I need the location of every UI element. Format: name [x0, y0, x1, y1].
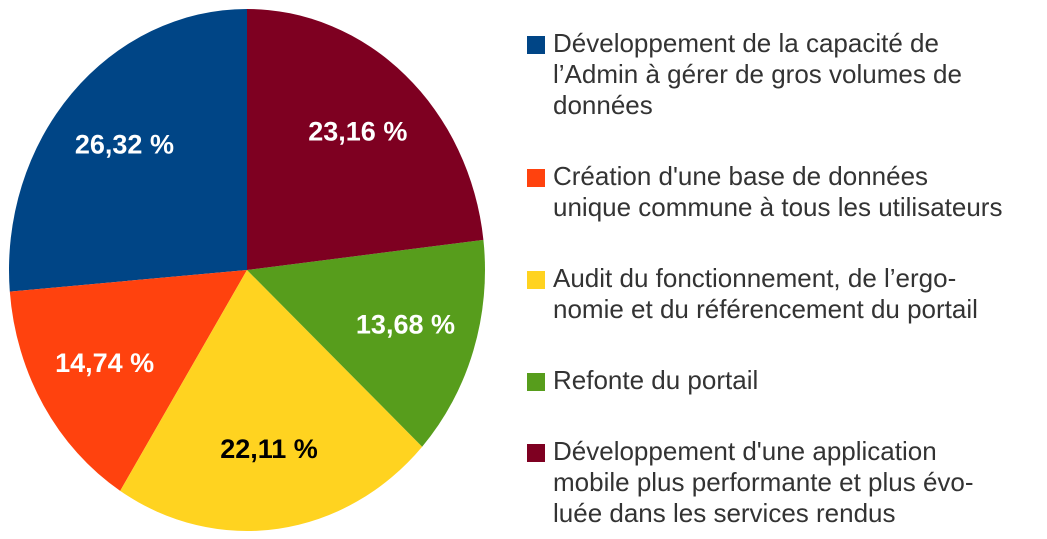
pie-slice: [9, 9, 247, 292]
legend-label: unique commune à tous les utilisateurs: [553, 192, 1002, 222]
legend-label: Création d'une base de données: [553, 161, 928, 191]
data-label: 26,32 %: [75, 129, 174, 159]
legend-label: l’Admin à gérer de gros volumes de: [553, 59, 962, 89]
pie-slice: [247, 9, 484, 270]
data-label: 13,68 %: [356, 310, 455, 340]
legend-swatch: [527, 36, 545, 54]
legend-swatch: [527, 444, 545, 462]
legend-label: luée dans les services rendus: [553, 498, 896, 528]
pie-slice: [247, 239, 485, 447]
pie-slice: [120, 270, 423, 531]
legend-swatch: [527, 271, 545, 289]
legend-label: Développement de la capacité de: [553, 28, 939, 58]
data-label: 23,16 %: [308, 117, 407, 147]
legend-label: données: [553, 90, 653, 120]
data-label: 14,74 %: [55, 348, 154, 378]
legend-label: mobile plus performante et plus évo-: [553, 467, 974, 497]
legend-label: Audit du fonctionnement, de l’ergo-: [553, 263, 956, 293]
legend-swatch: [527, 373, 545, 391]
legend-label: nomie et du référencement du portail: [553, 294, 978, 324]
data-label: 22,11 %: [220, 434, 318, 464]
legend-label: Refonte du portail: [553, 365, 758, 395]
legend-swatch: [527, 169, 545, 187]
legend-label: Développement d'une application: [553, 436, 937, 466]
pie-slice: [9, 270, 248, 491]
